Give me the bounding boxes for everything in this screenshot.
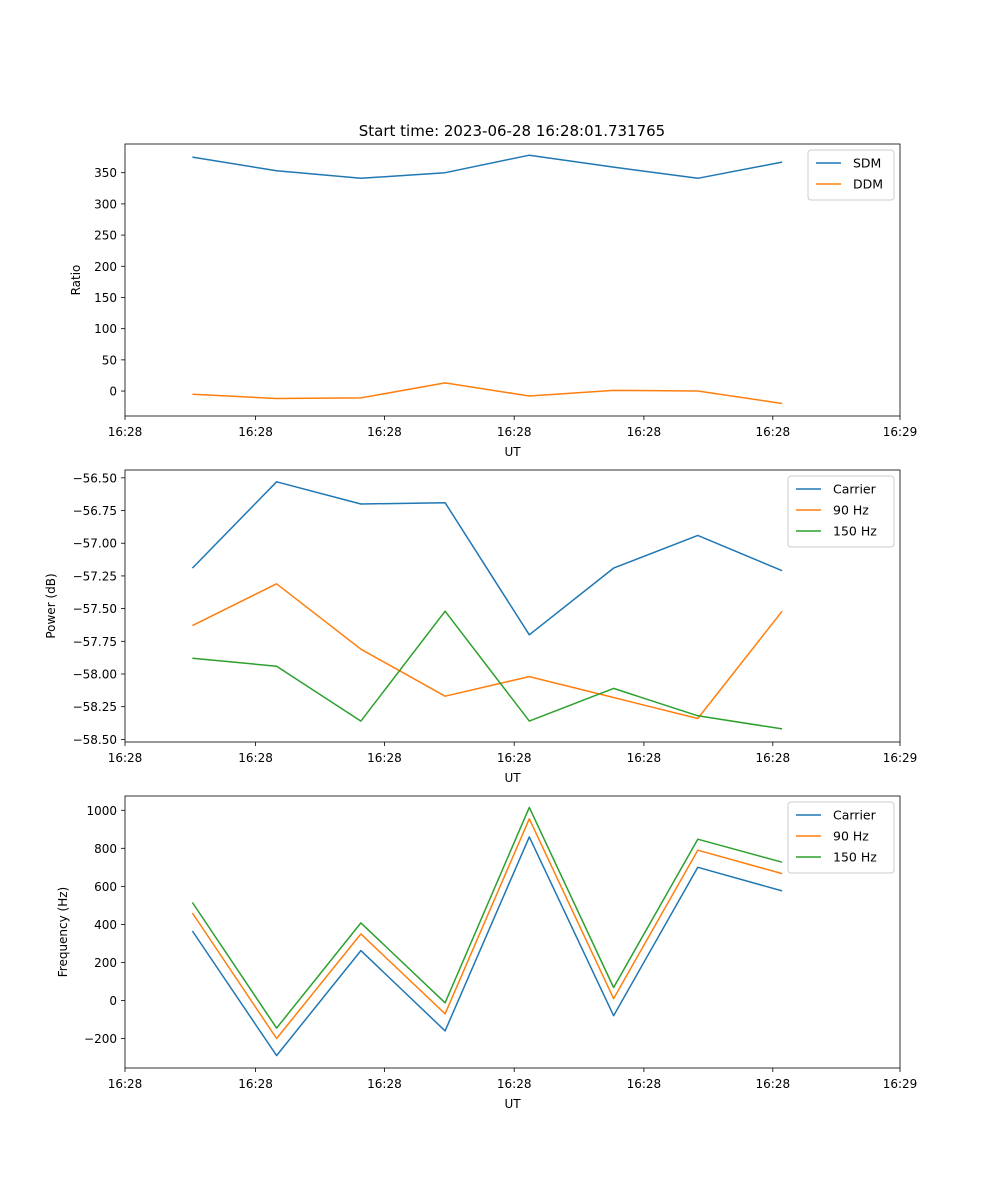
legend: Carrier 90 Hz 150 Hz: [787, 801, 895, 874]
x-tick-label: 16:28: [108, 751, 143, 765]
y-tick-label: −56.50: [73, 471, 117, 485]
y-tick-label: 100: [94, 322, 117, 336]
y-tick-label: −57.00: [73, 537, 117, 551]
y-tick-label: −57.25: [73, 569, 117, 583]
y-tick-label: 200: [94, 956, 117, 970]
y-tick-label: 300: [94, 197, 117, 211]
y-axis-label: Frequency (Hz): [56, 887, 70, 978]
y-axis-label: Ratio: [69, 265, 83, 296]
x-tick-label: 16:28: [108, 1077, 143, 1091]
x-tick-label: 16:29: [883, 425, 918, 439]
y-tick-label: −56.75: [73, 504, 117, 518]
series-line-carrier: [191, 836, 783, 1057]
legend-label: 90 Hz: [833, 503, 869, 518]
x-tick-label: 16:28: [367, 425, 402, 439]
y-tick-label: 350: [94, 166, 117, 180]
panels: 16:28 16:28 16:28 16:28 16:28 16:28 16:29 0 50 10…: [44, 143, 918, 1111]
x-tick-label: 16:28: [497, 425, 532, 439]
subplot-3: 16:28 16:28 16:28 16:28 16:28 16:28 16:29 −200 0…: [56, 795, 918, 1111]
legend-label: Carrier: [833, 808, 877, 823]
y-tick-label: 600: [94, 880, 117, 894]
x-tick-label: 16:28: [238, 751, 273, 765]
axes-frame: [124, 143, 901, 417]
x-axis-label: UT: [504, 1097, 521, 1111]
legend: Carrier 90 Hz 150 Hz: [787, 475, 895, 548]
legend-label: SDM: [853, 156, 881, 171]
series-line-150-hz: [192, 610, 783, 730]
y-tick-label: 150: [94, 291, 117, 305]
x-tick-label: 16:28: [627, 1077, 662, 1091]
series-line-90-hz: [192, 583, 783, 720]
y-tick-label: 200: [94, 260, 117, 274]
x-tick-label: 16:28: [756, 425, 791, 439]
subplot-2: 16:28 16:28 16:28 16:28 16:28 16:28 16:29 −58.5…: [44, 469, 918, 785]
legend-label: 150 Hz: [833, 524, 877, 539]
x-axis-label: UT: [504, 771, 521, 785]
x-tick-label: 16:28: [627, 751, 662, 765]
y-tick-label: 0: [109, 385, 117, 399]
y-tick-label: −58.00: [73, 668, 117, 682]
y-tick-label: −57.50: [73, 602, 117, 616]
x-tick-label: 16:28: [497, 751, 532, 765]
y-axis-label: Power (dB): [44, 573, 58, 638]
y-tick-label: 400: [94, 918, 117, 932]
y-tick-label: −200: [84, 1032, 117, 1046]
legend-label: DDM: [853, 177, 883, 192]
series-line-sdm: [192, 154, 783, 180]
x-axis-label: UT: [504, 445, 521, 459]
axes-frame: [124, 469, 901, 743]
x-tick-label: 16:29: [883, 1077, 918, 1091]
legend-label: 150 Hz: [833, 850, 877, 865]
x-tick-label: 16:28: [367, 1077, 402, 1091]
y-tick-label: −58.25: [73, 700, 117, 714]
y-tick-label: 50: [102, 353, 117, 367]
legend: SDM DDM: [807, 149, 895, 201]
legend-box: [787, 801, 895, 874]
y-tick-label: 1000: [86, 804, 117, 818]
x-tick-label: 16:28: [756, 751, 791, 765]
series-line-carrier: [191, 481, 783, 636]
series-line-ddm: [192, 382, 783, 405]
y-tick-label: 250: [94, 229, 117, 243]
legend-box: [787, 475, 895, 548]
legend-label: 90 Hz: [833, 829, 869, 844]
x-tick-label: 16:28: [367, 751, 402, 765]
series-line-90-hz: [191, 818, 783, 1040]
x-tick-label: 16:28: [756, 1077, 791, 1091]
axes-frame: [124, 795, 901, 1069]
x-tick-label: 16:28: [108, 425, 143, 439]
y-tick-label: 0: [109, 994, 117, 1008]
y-tick-label: −57.75: [73, 635, 117, 649]
x-tick-label: 16:28: [497, 1077, 532, 1091]
figure-title: Start time: 2023-06-28 16:28:01.731765: [359, 122, 665, 140]
y-tick-label: 800: [94, 842, 117, 856]
y-tick-label: −58.50: [73, 733, 117, 747]
series-line-150-hz: [191, 806, 783, 1029]
subplot-1: 16:28 16:28 16:28 16:28 16:28 16:28 16:29 0 50 10…: [69, 143, 918, 459]
x-tick-label: 16:28: [627, 425, 662, 439]
x-tick-label: 16:28: [238, 1077, 273, 1091]
x-tick-label: 16:29: [883, 751, 918, 765]
legend-label: Carrier: [833, 482, 877, 497]
x-tick-label: 16:28: [238, 425, 273, 439]
